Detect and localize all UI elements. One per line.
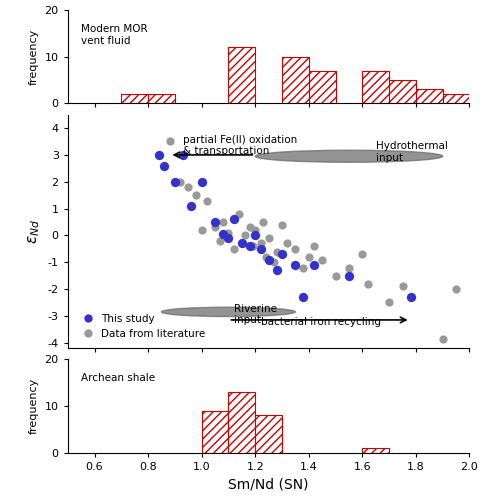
Point — [407, 293, 414, 301]
Point — [273, 266, 281, 274]
Point — [155, 151, 163, 159]
Point — [265, 234, 272, 242]
Point — [291, 261, 299, 269]
Point — [187, 202, 195, 210]
Point — [284, 239, 291, 247]
Text: Modern MOR
vent fluid: Modern MOR vent fluid — [81, 24, 148, 46]
Point — [230, 245, 238, 253]
Point — [399, 282, 407, 290]
Point — [235, 210, 243, 218]
Point — [176, 178, 184, 186]
Point — [246, 242, 254, 250]
Y-axis label: frequency: frequency — [29, 29, 39, 85]
Point — [241, 231, 248, 239]
Point — [262, 253, 270, 261]
Point — [270, 258, 278, 266]
Point — [310, 242, 318, 250]
Point — [300, 293, 307, 301]
Point — [310, 261, 318, 269]
Ellipse shape — [255, 150, 443, 162]
Point — [345, 272, 353, 280]
Point — [160, 161, 168, 170]
Point — [203, 197, 211, 205]
Point — [251, 231, 259, 239]
Point — [198, 226, 206, 234]
Point — [452, 285, 460, 293]
Point — [439, 334, 447, 343]
Point — [278, 221, 286, 229]
Point — [171, 178, 179, 186]
Point — [273, 247, 281, 256]
Point — [225, 234, 232, 242]
Legend: This study, Data from literature: This study, Data from literature — [73, 309, 210, 343]
Point — [198, 178, 206, 186]
Point — [246, 223, 254, 231]
Point — [291, 245, 299, 253]
Point — [259, 218, 267, 226]
Point — [265, 256, 272, 264]
Text: partial Fe(II) oxidation
& transportation: partial Fe(II) oxidation & transportatio… — [183, 135, 297, 156]
X-axis label: Sm/Nd (SN): Sm/Nd (SN) — [228, 477, 309, 491]
Point — [230, 215, 238, 223]
Point — [225, 229, 232, 237]
Ellipse shape — [162, 307, 295, 316]
Y-axis label: $\varepsilon_{Nd}$: $\varepsilon_{Nd}$ — [26, 219, 42, 244]
Point — [238, 239, 246, 247]
Text: bacterial iron recycling: bacterial iron recycling — [260, 317, 380, 327]
Point — [300, 264, 307, 272]
Point — [257, 245, 264, 253]
Point — [332, 272, 339, 280]
Point — [249, 242, 257, 250]
Point — [211, 223, 219, 231]
Point — [216, 237, 224, 245]
Point — [251, 226, 259, 234]
Point — [345, 264, 353, 272]
Point — [219, 230, 227, 238]
Text: Hydrothermal
input: Hydrothermal input — [376, 141, 448, 163]
Point — [184, 183, 192, 191]
Point — [385, 298, 393, 306]
Point — [257, 239, 264, 247]
Y-axis label: frequency: frequency — [29, 378, 39, 434]
Point — [318, 256, 326, 264]
Point — [211, 218, 219, 226]
Point — [364, 280, 372, 288]
Text: Riverine
input: Riverine input — [234, 304, 277, 325]
Point — [305, 253, 313, 261]
Point — [193, 191, 200, 199]
Point — [278, 250, 286, 258]
Point — [359, 250, 366, 258]
Point — [219, 218, 227, 226]
Point — [166, 137, 173, 145]
Point — [179, 151, 187, 159]
Text: Archean shale: Archean shale — [81, 373, 155, 383]
